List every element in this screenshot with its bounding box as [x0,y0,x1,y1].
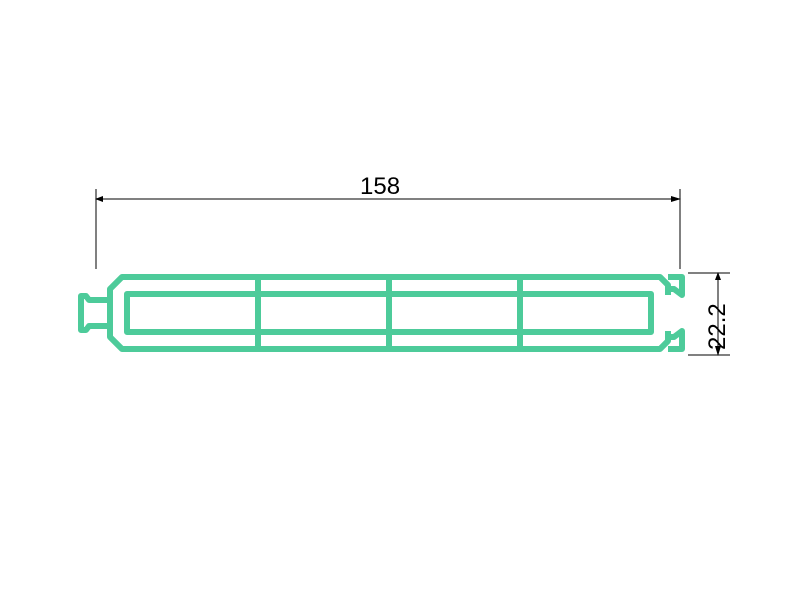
profile-left-tab [81,296,110,330]
technical-drawing: 158 22.2 [0,0,800,600]
dimension-width-label: 158 [360,173,400,200]
dimension-width [96,189,680,269]
dimension-height-label: 22.2 [704,303,731,350]
extrusion-profile [81,277,682,349]
